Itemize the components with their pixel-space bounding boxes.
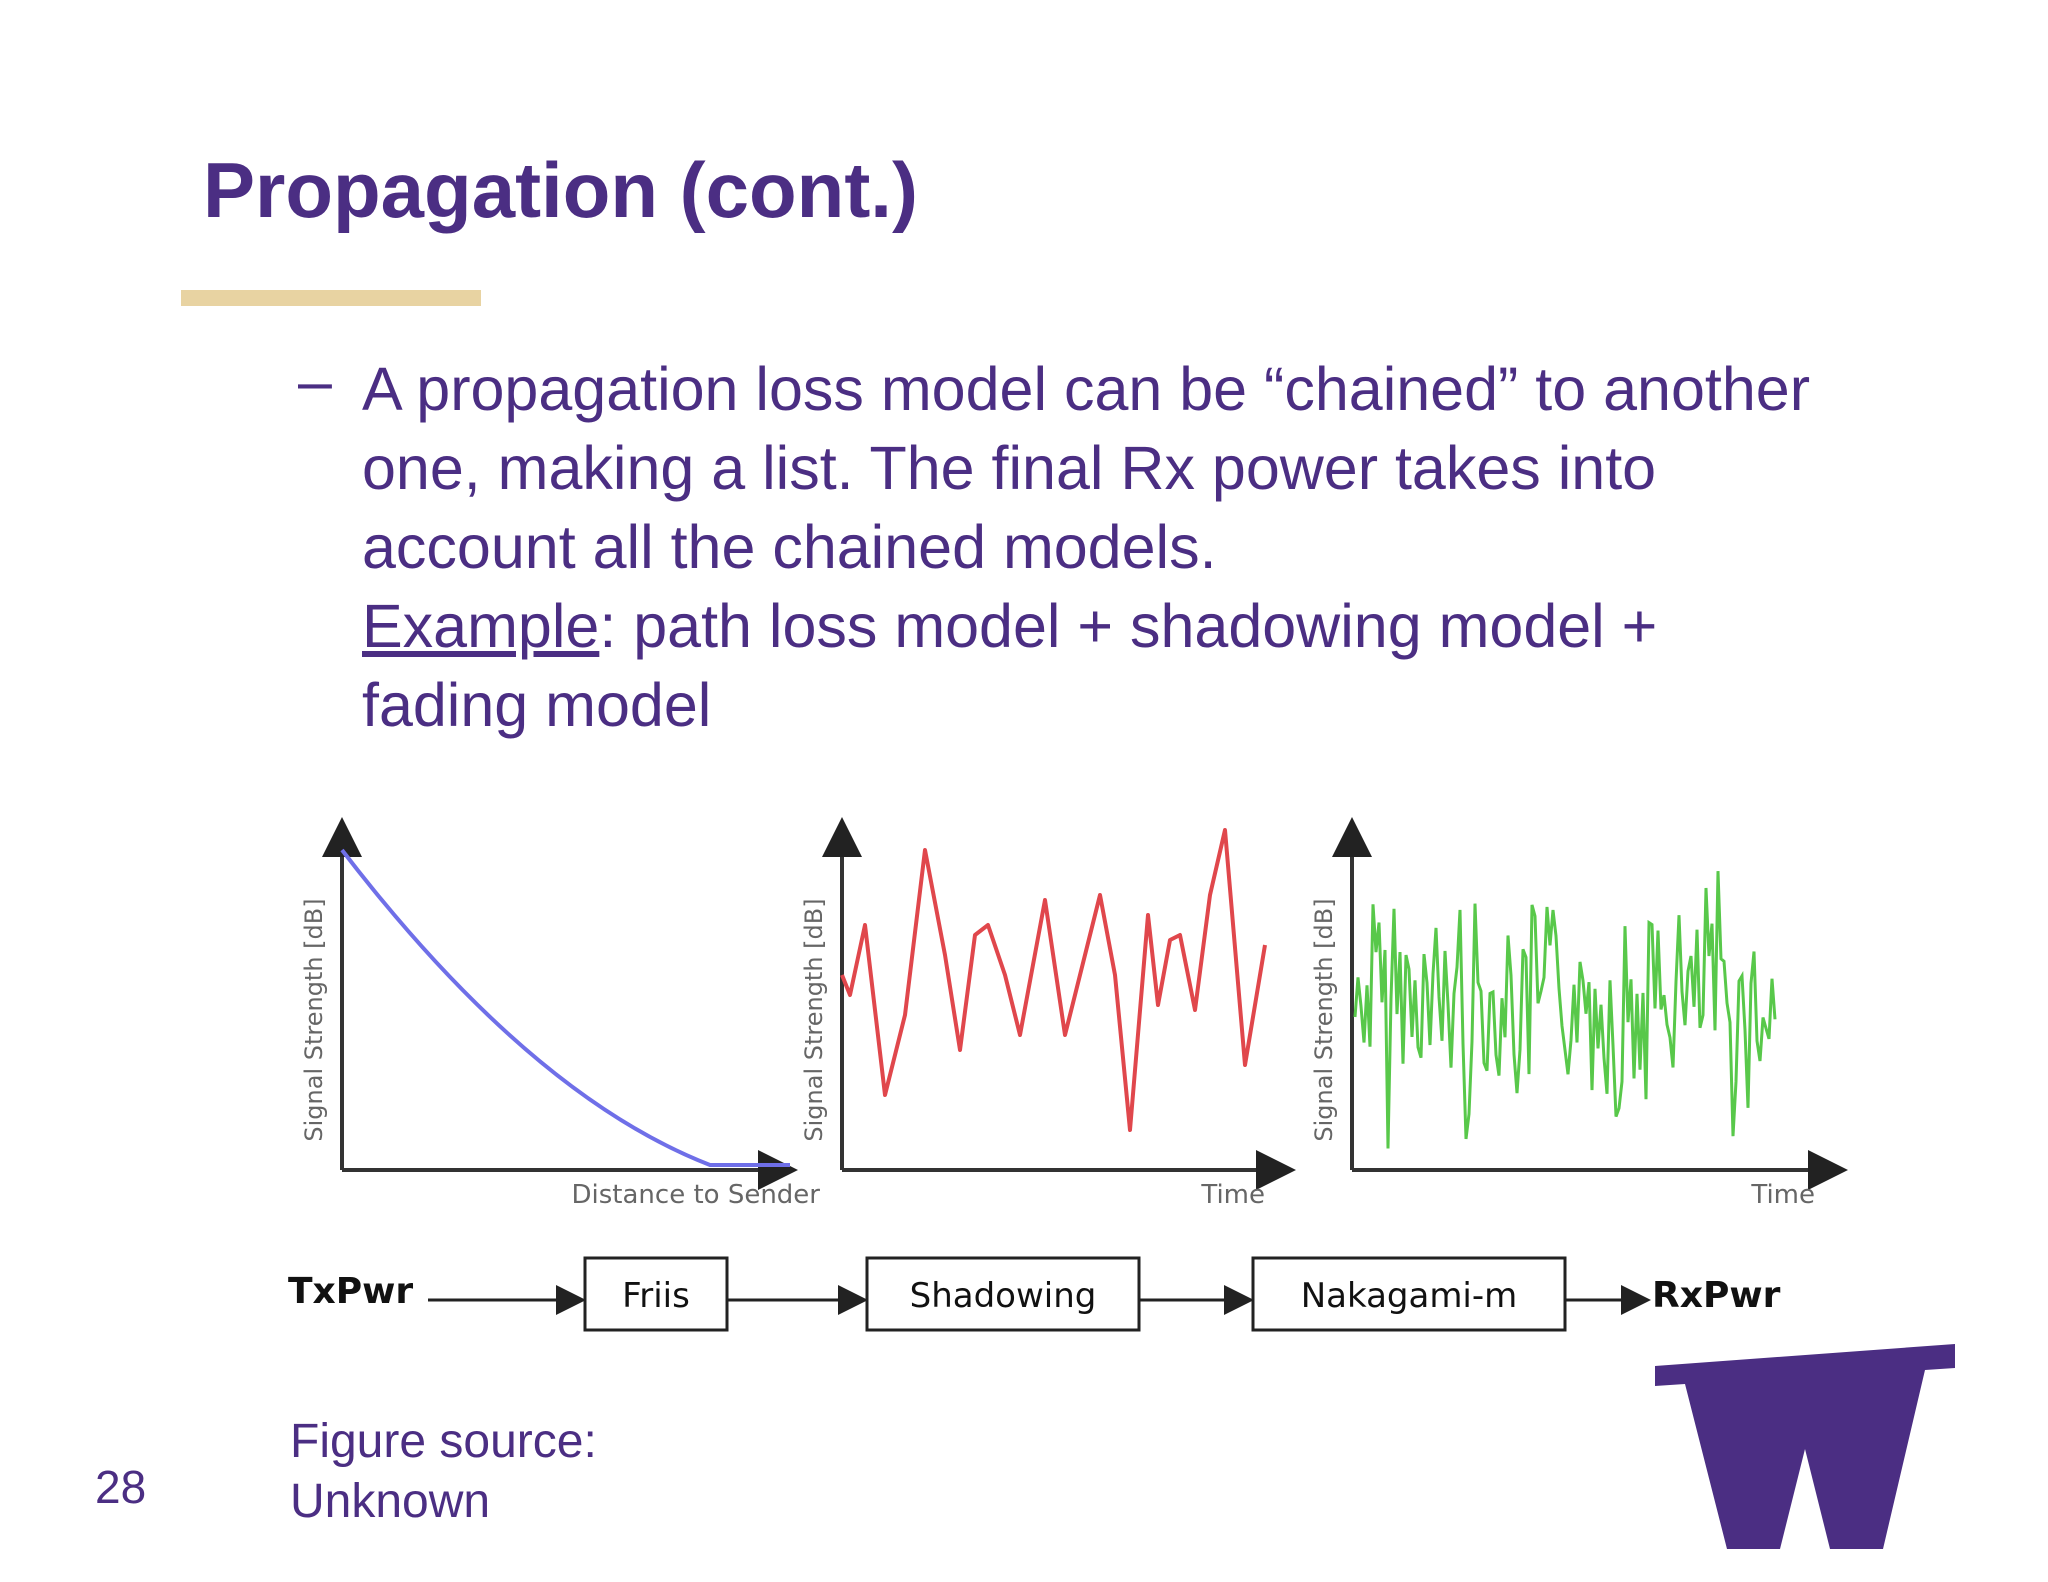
shadowing-block-label: Shadowing: [910, 1276, 1097, 1316]
bullet-dash: –: [298, 347, 332, 415]
friis-block-label: Friis: [622, 1276, 690, 1316]
caption-line-2: Unknown: [290, 1475, 491, 1528]
bullet-line-1: A propagation loss model can be “chained…: [362, 355, 1811, 423]
fading-plot: Signal Strength [dB] Time: [1310, 817, 1848, 1210]
shadowing-block: [865, 1256, 1141, 1332]
chain-start-label: TxPwr: [288, 1271, 413, 1312]
plot1-xlabel: Distance to Sender: [572, 1180, 821, 1210]
bullet-line-3: account all the chained models.: [362, 513, 1217, 581]
example-line: Example: path loss model + shadowing mod…: [362, 587, 1972, 666]
path-loss-plot: Signal Strength [dB] Distance to Sender: [300, 817, 821, 1210]
model-chain: TxPwr Friis Shadowing Nakagami-m RxPwr: [288, 1256, 1781, 1332]
example-line-2: fading model: [362, 671, 712, 739]
fading-curve: [1353, 871, 1777, 1149]
path-loss-curve: [340, 848, 790, 1167]
plot2-xlabel: Time: [1200, 1180, 1265, 1210]
title-underline-rule: [181, 290, 481, 306]
nakagami-block: [1251, 1256, 1567, 1332]
chain-end-label: RxPwr: [1652, 1275, 1781, 1316]
nakagami-block-label: Nakagami-m: [1301, 1276, 1518, 1316]
plot1-ylabel: Signal Strength [dB]: [300, 898, 328, 1141]
propagation-chain-figure: Signal Strength [dB] Distance to Sender …: [288, 817, 1848, 1332]
bullet-line-2: one, making a list. The final Rx power t…: [362, 434, 1657, 502]
slide-title: Propagation (cont.): [203, 146, 918, 234]
plot3-ylabel: Signal Strength [dB]: [1310, 898, 1338, 1141]
shadowing-plot: Signal Strength [dB] Time: [800, 817, 1296, 1210]
plot2-ylabel: Signal Strength [dB]: [800, 898, 828, 1141]
page-number: 28: [95, 1461, 147, 1513]
example-text: : path loss model + shadowing model +: [599, 592, 1658, 660]
plot3-xlabel: Time: [1750, 1180, 1815, 1210]
bullet-text: A propagation loss model can be “chained…: [362, 350, 1972, 745]
example-label: Example: [362, 592, 600, 660]
caption-line-1: Figure source:: [290, 1415, 597, 1468]
shadowing-curve: [840, 828, 1267, 1132]
uw-w-logo: [1655, 1344, 1955, 1549]
figure-caption: Figure source: Unknown: [290, 1412, 597, 1532]
friis-block: [583, 1256, 729, 1332]
